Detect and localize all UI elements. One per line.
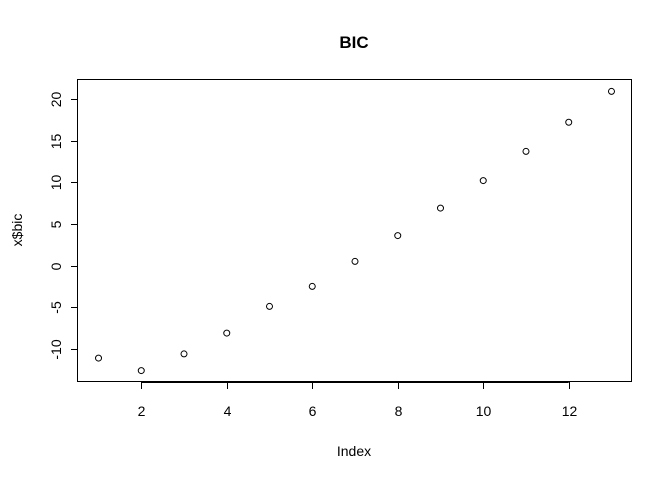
data-point: [308, 282, 316, 290]
data-point: [522, 147, 530, 155]
data-point: [180, 350, 188, 358]
data-point: [266, 302, 274, 310]
data-point: [394, 232, 402, 240]
y-tick-label: 15: [48, 134, 64, 150]
y-tick-label: 10: [48, 175, 64, 191]
data-point: [137, 367, 145, 375]
y-axis: -10 -5 0 5 10 15 20: [48, 92, 78, 360]
y-tick-label: 5: [48, 220, 64, 228]
x-axis-label: Index: [337, 443, 371, 459]
data-point: [565, 118, 573, 126]
plot-frame: [77, 79, 632, 382]
y-tick-label: 0: [48, 262, 64, 270]
x-tick-label: 8: [395, 403, 403, 419]
x-tick-label: 10: [476, 403, 492, 419]
x-tick-label: 4: [224, 403, 232, 419]
data-point: [223, 329, 231, 337]
x-axis: 2 4 6 8 10 12: [138, 382, 578, 419]
y-tick-label: -5: [48, 301, 64, 314]
x-tick-label: 6: [309, 403, 317, 419]
y-tick-label: -10: [48, 339, 64, 359]
x-tick-label: 12: [562, 403, 578, 419]
x-tick-label: 2: [138, 403, 146, 419]
data-point: [607, 87, 615, 95]
data-point: [95, 354, 103, 362]
data-points: [95, 87, 615, 375]
data-point: [351, 257, 359, 265]
chart-title: BIC: [339, 33, 368, 52]
data-point: [479, 177, 487, 185]
y-tick-label: 20: [48, 92, 64, 108]
y-axis-label: x$bic: [9, 214, 25, 247]
data-point: [436, 204, 444, 212]
